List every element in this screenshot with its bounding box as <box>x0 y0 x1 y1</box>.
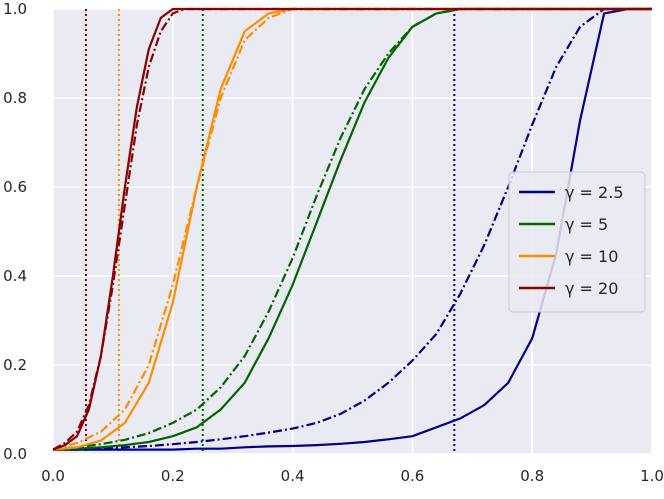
y-tick-label: 1.0 <box>3 0 27 18</box>
series-lines <box>52 7 652 451</box>
x-tick-label: 1.0 <box>640 467 664 485</box>
series-dashdot-line-2 <box>52 7 652 451</box>
y-tick-label: 0.6 <box>3 178 27 196</box>
tick-labels: 0.0 0.2 0.4 0.6 0.8 1.0 0.0 0.2 0.4 0.6 0.8 1.0 <box>3 0 664 485</box>
series-solid-line-1 <box>52 7 652 451</box>
series-dashdot-line-0 <box>53 7 652 451</box>
legend: γ = 2.5 γ = 5 γ = 10 γ = 20 <box>508 171 646 313</box>
y-tick-label: 0.0 <box>3 445 27 463</box>
series-solid-line-3 <box>52 7 652 451</box>
y-tick-label: 0.2 <box>3 356 27 374</box>
threshold-lines <box>84 9 456 454</box>
y-tick-label: 0.4 <box>3 267 27 285</box>
legend-box <box>508 171 646 313</box>
x-tick-label: 0.2 <box>161 467 185 485</box>
x-tick-label: 0.4 <box>281 467 305 485</box>
x-tick-label: 0.8 <box>520 467 544 485</box>
legend-label: γ = 5 <box>565 215 608 234</box>
y-tick-label: 0.8 <box>3 89 27 107</box>
legend-label: γ = 10 <box>565 247 618 266</box>
series-solid-line-2 <box>52 7 652 451</box>
x-tick-label: 0.0 <box>41 467 65 485</box>
x-tick-label: 0.6 <box>400 467 424 485</box>
legend-label: γ = 2.5 <box>565 183 624 202</box>
legend-label: γ = 20 <box>565 279 618 298</box>
